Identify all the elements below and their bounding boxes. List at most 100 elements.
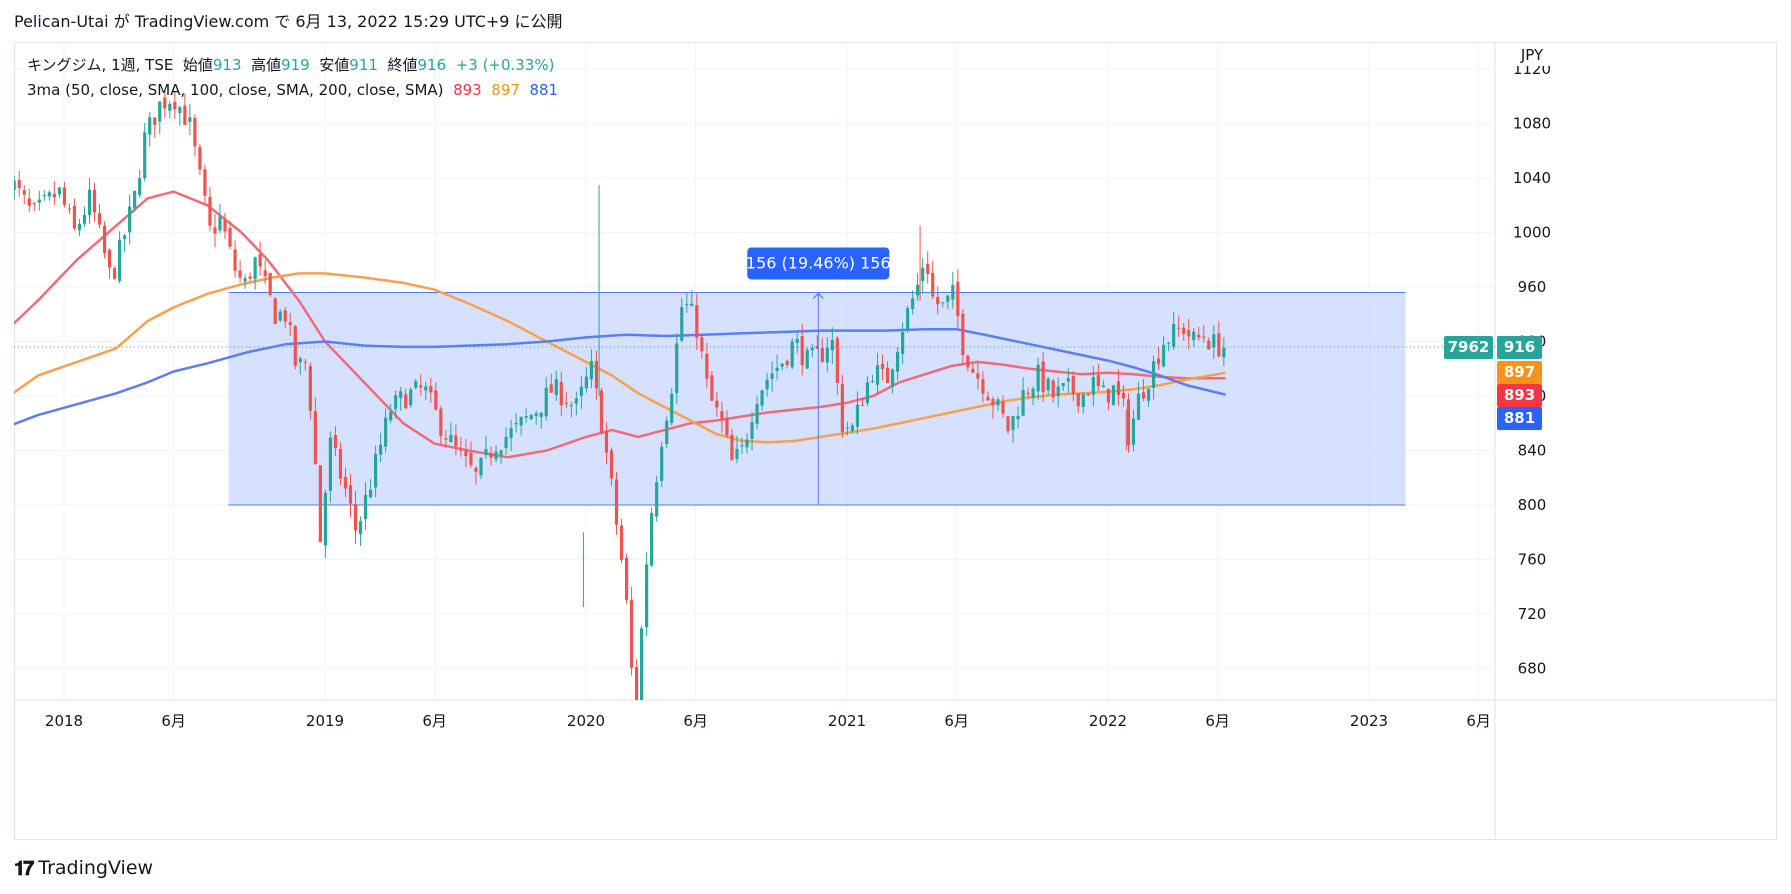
ma100-badge-bg	[1497, 360, 1542, 384]
legend-row-symbol: キングジム, 1週, TSE 始値913 高値919 安値911 終値916 +…	[27, 53, 558, 78]
candle-up	[544, 377, 548, 421]
candle-up	[1136, 381, 1141, 420]
candle-body	[931, 272, 935, 297]
candle-up	[1036, 357, 1040, 401]
candle-up	[690, 290, 694, 307]
candle-body	[218, 216, 222, 231]
candle-body	[614, 479, 619, 525]
legend-low-label: 安値	[319, 56, 350, 74]
candle-body	[1111, 385, 1116, 406]
ma200-line	[14, 327, 1226, 426]
candle-down	[283, 306, 287, 328]
candle-up	[158, 101, 162, 134]
candle-body	[213, 227, 217, 234]
candle-down	[885, 361, 890, 384]
candle-down	[1071, 371, 1075, 402]
candle-down	[1207, 337, 1211, 350]
candle-up	[1222, 337, 1226, 367]
candle-up	[298, 356, 302, 375]
time-tick-label: 6月	[1466, 712, 1491, 730]
candle-down	[1001, 395, 1005, 418]
candle-body	[273, 298, 277, 325]
candle-up	[168, 101, 172, 119]
candle-body	[981, 379, 985, 394]
candle-body	[112, 268, 117, 279]
candle-body	[1026, 392, 1030, 395]
candle-up	[504, 427, 508, 455]
candle-down	[92, 182, 97, 222]
candle-body	[860, 404, 865, 406]
candle-body	[474, 467, 478, 472]
time-tick-label: 2023	[1350, 712, 1388, 730]
candle-body	[750, 422, 754, 439]
candle-down	[614, 472, 619, 535]
legend-high-label: 高値	[251, 56, 282, 74]
candle-up	[941, 302, 945, 308]
candle-down	[288, 313, 292, 336]
candle-up	[760, 389, 764, 411]
candle-down	[936, 286, 940, 315]
candle-up	[1056, 377, 1060, 408]
candle-body	[308, 366, 312, 411]
candle-body	[640, 628, 644, 700]
candle-body	[268, 273, 272, 296]
candle-body	[193, 117, 197, 147]
price-tick-label: 800	[1518, 496, 1547, 514]
candle-body	[1021, 390, 1025, 416]
candle-down	[338, 442, 343, 486]
candle-body	[961, 313, 965, 356]
chart-frame[interactable]	[14, 42, 1777, 840]
candle-up	[484, 435, 488, 459]
candle-body	[1131, 418, 1136, 445]
candle-body	[850, 425, 855, 432]
candle-up	[499, 449, 503, 464]
candle-body	[720, 411, 724, 420]
candle-up	[579, 376, 583, 410]
candle-body	[1212, 334, 1216, 348]
candle-up	[1111, 385, 1116, 406]
candle-body	[971, 368, 975, 373]
candle-body	[1101, 385, 1105, 388]
candle-up	[830, 327, 834, 365]
candle-body	[424, 386, 428, 391]
candle-up	[509, 419, 513, 452]
candle-body	[740, 445, 744, 447]
candle-up	[680, 297, 684, 343]
candle-up	[77, 218, 82, 237]
candle-down	[800, 323, 804, 376]
candle-down	[1141, 378, 1146, 402]
candle-body	[52, 193, 56, 198]
ma200-badge-text: 881	[1504, 409, 1535, 427]
candle-body	[128, 206, 132, 233]
tradingview-logo[interactable]: 𝟏𝟕 TradingView	[14, 856, 153, 880]
candle-body	[1011, 416, 1015, 430]
candle-body	[655, 482, 659, 517]
candle-body	[303, 361, 307, 363]
candle-body	[363, 494, 368, 520]
candle-down	[8, 171, 11, 194]
candle-body	[1051, 380, 1055, 398]
candle-body	[168, 103, 172, 111]
candle-down	[208, 187, 212, 232]
candle-body	[795, 338, 799, 344]
time-axis: 2018 6月 2019 6月 2020 6月 2021 6月 2022 6月 2023 6月	[45, 712, 1491, 730]
candle-up	[534, 410, 538, 425]
candle-body	[670, 393, 674, 423]
candle-body	[529, 414, 533, 420]
candle-down	[981, 371, 985, 403]
candle-up	[740, 437, 744, 454]
candle-down	[313, 397, 317, 465]
candle-body	[484, 448, 488, 455]
candle-up	[870, 375, 875, 384]
candle-body	[1061, 382, 1065, 387]
candle-down	[67, 203, 72, 215]
candle-body	[514, 422, 518, 425]
candle-down	[815, 335, 819, 349]
candle-body	[494, 451, 498, 460]
candle-down	[429, 378, 433, 404]
time-tick-label: 2020	[567, 712, 605, 730]
candle-body	[609, 450, 614, 479]
ma100-badge-text: 897	[1504, 363, 1535, 381]
candle-up	[389, 403, 393, 424]
